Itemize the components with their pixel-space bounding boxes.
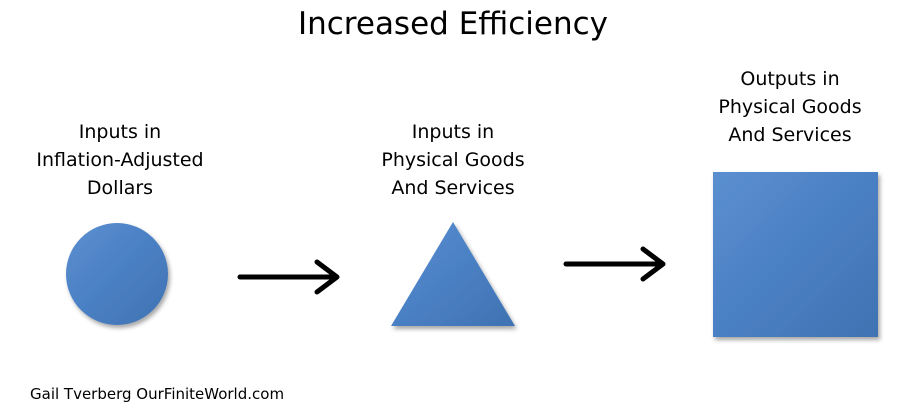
node-label: Outputs in (740, 68, 839, 90)
node-label: And Services (391, 177, 514, 199)
node-label: Inputs in (79, 121, 161, 143)
node-label: Inflation-Adjusted (36, 149, 203, 171)
node-label: Physical Goods (381, 149, 524, 171)
title: Increased Efficiency (298, 6, 608, 42)
circle (66, 223, 168, 325)
node-label: And Services (728, 124, 851, 146)
triangle (391, 222, 515, 326)
node-label: Inputs in (412, 121, 494, 143)
node-label: Physical Goods (718, 96, 861, 118)
arrow (563, 246, 666, 282)
square (713, 172, 878, 337)
node-label: Dollars (87, 177, 153, 199)
arrow (237, 259, 340, 295)
credit: Gail Tverberg OurFiniteWorld.com (30, 385, 284, 403)
